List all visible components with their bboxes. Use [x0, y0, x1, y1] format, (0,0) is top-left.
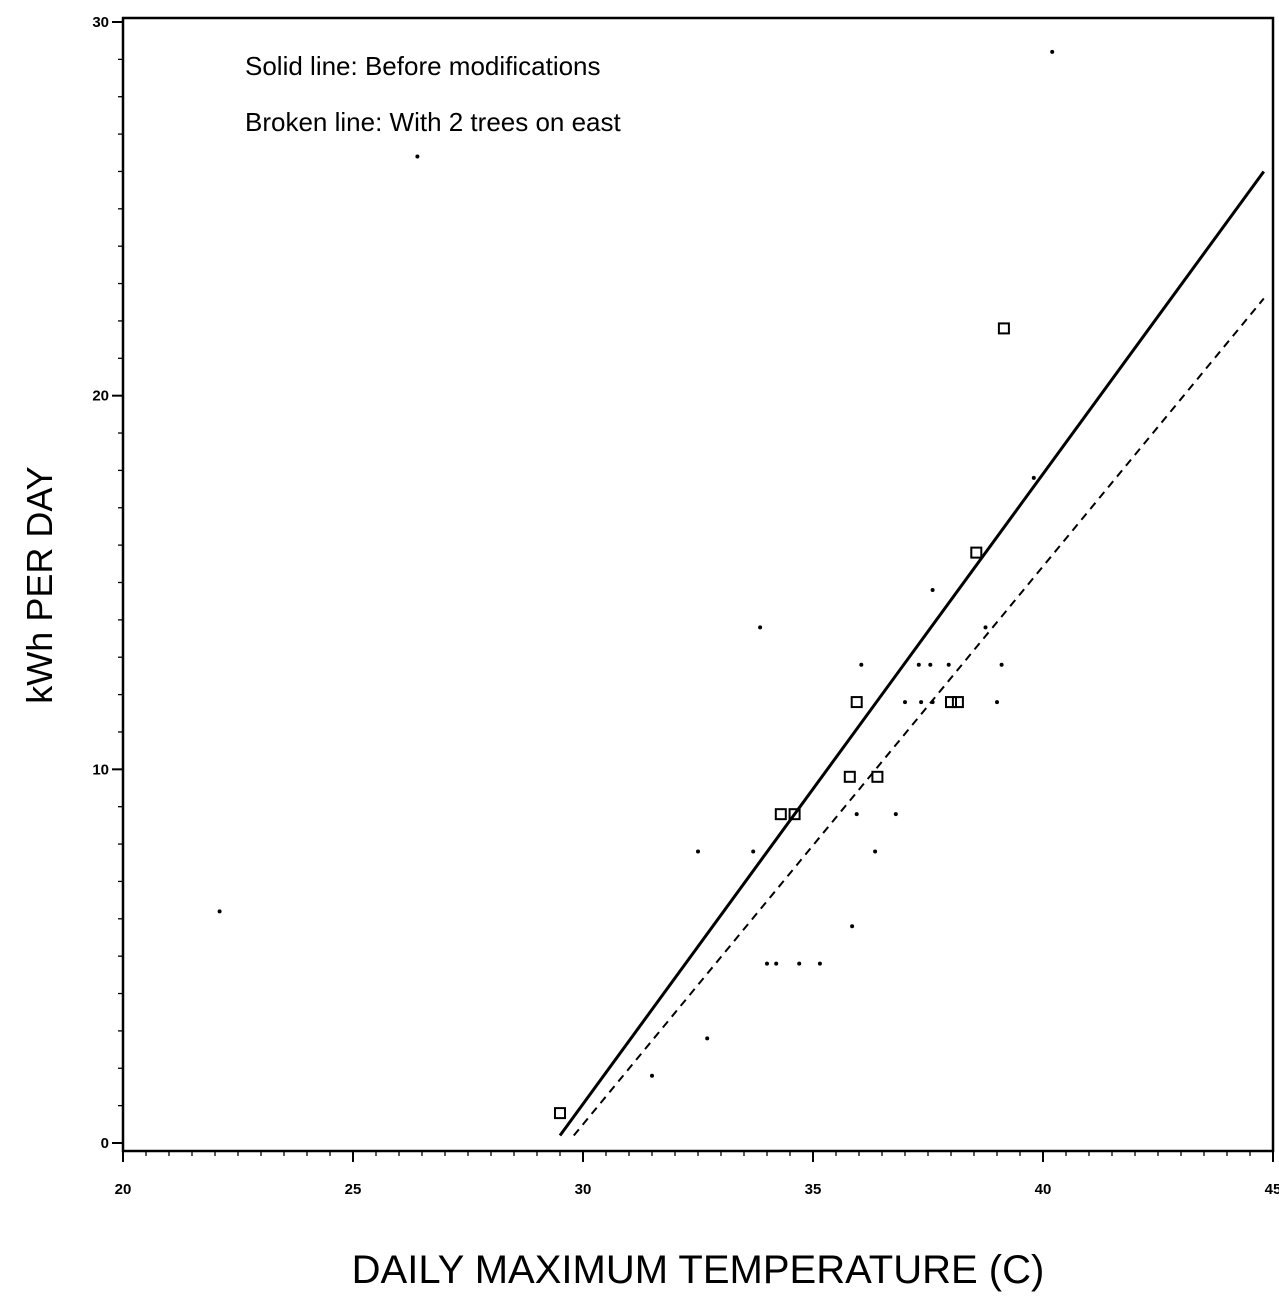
solid-fit-line [558, 170, 1266, 1137]
square-data-point [945, 696, 957, 709]
x-minor-ticks [122, 1151, 1274, 1156]
dot-data-point [415, 154, 420, 159]
square-data-point [774, 808, 787, 821]
x-tick-label: 25 [345, 1181, 362, 1198]
y-minor-ticks [118, 21, 123, 1144]
dot-data-point [1050, 49, 1055, 54]
x-tick-label: 20 [115, 1181, 132, 1198]
dot-data-point [705, 1036, 710, 1041]
fit-lines [558, 170, 1266, 1137]
dot-data-point [893, 812, 898, 817]
square-data-point [997, 322, 1010, 335]
dot-data-point [930, 700, 935, 705]
square-data-point [788, 808, 801, 821]
dot-data-point [696, 849, 700, 854]
dot-data-point [946, 662, 951, 667]
dot-data-point [999, 662, 1004, 667]
annotation-broken-line: Broken line: With 2 trees on east [245, 107, 622, 137]
y-tick-label: 10 [92, 761, 109, 778]
dot-data-point [916, 662, 921, 667]
points-layer [217, 49, 1055, 1120]
dot-data-point [928, 662, 933, 667]
square-data-point [850, 696, 863, 709]
dot-data-point [758, 625, 763, 630]
dot-data-point [797, 961, 802, 966]
x-tick-label: 45 [1265, 1181, 1279, 1198]
dot-data-point [995, 700, 999, 705]
plot-frame [121, 16, 1275, 1153]
dot-data-point [1031, 475, 1036, 480]
broken-fit-line [573, 297, 1265, 1137]
dot-data-point [859, 662, 864, 667]
x-axis-ticks: 20 25 30 35 40 45 [115, 1151, 1279, 1198]
annotation-solid-line: Solid line: Before modifications [245, 51, 601, 81]
y-axis-title: kWh PER DAY [19, 466, 60, 703]
x-axis-title: DAILY MAXIMUM TEMPERATURE (C) [352, 1248, 1045, 1292]
dot-data-point [817, 961, 822, 966]
dot-data-point [765, 961, 769, 966]
x-tick-label: 30 [575, 1181, 592, 1198]
square-data-point [554, 1107, 566, 1120]
x-tick-label: 35 [805, 1181, 822, 1198]
y-axis-ticks: 0 10 20 30 [92, 14, 123, 1152]
x-tick-label: 40 [1035, 1181, 1052, 1198]
y-tick-label: 0 [101, 1135, 109, 1152]
dot-data-point [873, 849, 878, 854]
square-data-point [871, 770, 884, 783]
square-data-point [951, 696, 964, 709]
dot-data-point [854, 812, 859, 817]
dot-data-point [919, 700, 924, 705]
dot-data-point [774, 961, 779, 966]
dot-data-point [930, 587, 935, 592]
dot-data-point [217, 909, 222, 914]
dot-data-point [650, 1073, 654, 1078]
dot-data-point [850, 924, 855, 929]
dot-data-point [751, 849, 756, 854]
square-data-point [843, 770, 856, 783]
dot-data-point [903, 700, 907, 705]
square-data-point [970, 546, 983, 559]
y-tick-label: 20 [92, 388, 109, 405]
y-tick-label: 30 [92, 14, 109, 31]
dot-data-point [983, 625, 988, 630]
